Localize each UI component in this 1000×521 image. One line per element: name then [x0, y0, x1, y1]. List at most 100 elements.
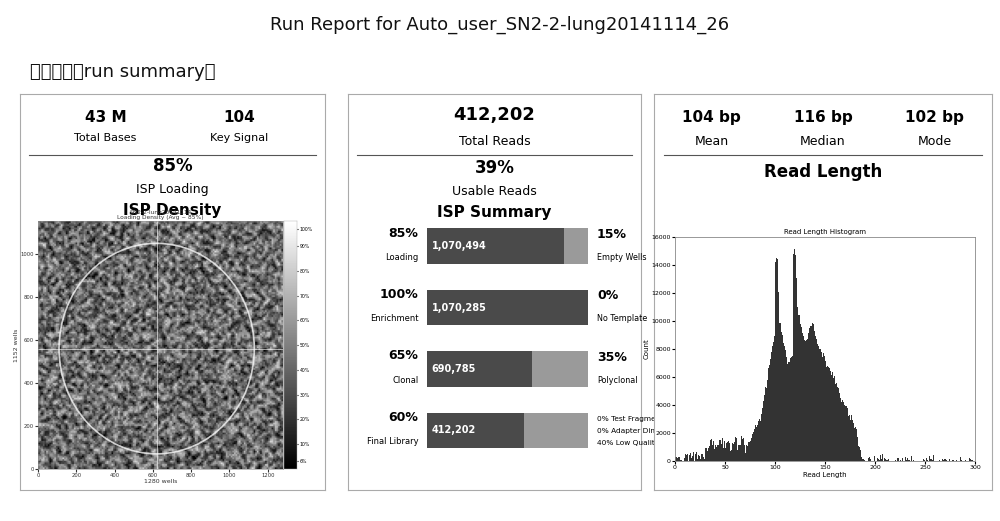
Bar	[949, 460, 950, 461]
Bar	[857, 437, 858, 461]
Bar	[888, 459, 889, 461]
Bar	[680, 460, 682, 461]
Bar	[834, 384, 836, 461]
Bar	[846, 406, 847, 461]
Bar	[690, 458, 692, 461]
Bar	[757, 425, 758, 461]
Bar	[837, 387, 838, 461]
Text: 40% Low Quality: 40% Low Quality	[597, 440, 659, 446]
Text: 0%: 0%	[597, 289, 618, 302]
Bar	[942, 458, 943, 461]
Text: ISP Density: ISP Density	[123, 203, 222, 218]
Bar	[842, 401, 843, 461]
Bar	[929, 456, 930, 461]
Bar	[782, 343, 784, 461]
Bar	[971, 460, 972, 461]
Bar	[686, 454, 688, 461]
Bar	[748, 442, 750, 461]
Bar	[828, 368, 830, 461]
Bar	[696, 458, 698, 461]
Bar	[906, 460, 907, 461]
Bar	[684, 454, 686, 461]
Bar	[855, 427, 856, 461]
Bar	[804, 341, 806, 461]
Bar	[808, 328, 810, 461]
Bar	[856, 429, 857, 461]
Bar	[427, 290, 588, 326]
Bar	[880, 455, 881, 461]
Bar	[944, 460, 945, 461]
Bar	[847, 408, 848, 461]
Bar	[960, 457, 961, 461]
Text: Usable Reads: Usable Reads	[452, 185, 537, 198]
Bar	[820, 352, 822, 461]
Text: Final Library: Final Library	[367, 437, 418, 446]
Text: Mode: Mode	[917, 135, 952, 148]
Bar	[840, 398, 841, 461]
Text: 39%: 39%	[475, 159, 514, 177]
Bar	[712, 441, 714, 461]
Bar	[790, 357, 792, 461]
Text: 运行概要（run summary）: 运行概要（run summary）	[30, 63, 216, 81]
Title: SN2-2-lung20141114
Loading Density (Avg ~ 85%): SN2-2-lung20141114 Loading Density (Avg …	[117, 209, 204, 220]
Bar	[897, 458, 898, 461]
Bar	[854, 428, 855, 461]
Bar	[738, 444, 740, 461]
Bar	[688, 455, 690, 461]
Bar	[427, 351, 532, 387]
Bar	[860, 450, 861, 461]
Bar	[722, 448, 724, 461]
Text: Loading: Loading	[385, 253, 418, 262]
Text: 43 M: 43 M	[85, 109, 126, 125]
Bar	[859, 447, 860, 461]
Bar	[806, 339, 808, 461]
Bar	[970, 459, 971, 461]
Bar	[716, 445, 718, 461]
Bar	[704, 448, 706, 461]
Text: 0% Adapter Dimer: 0% Adapter Dimer	[597, 428, 665, 434]
Bar	[830, 375, 832, 461]
Bar	[774, 263, 776, 461]
Bar	[826, 366, 828, 461]
Bar	[756, 427, 757, 461]
Bar	[885, 460, 886, 461]
Bar	[843, 402, 844, 461]
Bar	[755, 425, 756, 461]
Bar	[736, 450, 738, 461]
Bar	[869, 457, 870, 461]
Bar	[852, 420, 853, 461]
Bar	[822, 353, 824, 461]
Bar	[908, 460, 909, 461]
Bar	[907, 457, 908, 461]
Text: 65%: 65%	[388, 350, 418, 363]
Bar	[788, 362, 790, 461]
Bar	[767, 380, 768, 461]
Bar	[863, 459, 864, 461]
Bar	[764, 395, 765, 461]
Text: No Template: No Template	[597, 314, 647, 323]
Bar	[956, 460, 957, 461]
Bar	[778, 324, 780, 461]
Bar	[754, 429, 755, 461]
Bar	[931, 459, 932, 461]
Bar	[796, 307, 798, 461]
Text: 690,785: 690,785	[432, 364, 476, 374]
Text: Total Bases: Total Bases	[74, 133, 137, 143]
Bar	[905, 457, 906, 461]
Bar	[763, 402, 764, 461]
Bar	[762, 408, 763, 461]
Bar	[718, 440, 720, 461]
Bar	[853, 423, 854, 461]
Bar	[945, 460, 946, 461]
Bar	[766, 388, 767, 461]
Bar	[895, 460, 896, 461]
Bar	[564, 228, 588, 264]
Bar	[864, 460, 865, 461]
Bar	[786, 364, 788, 461]
Bar	[810, 326, 812, 461]
Text: 412,202: 412,202	[454, 106, 535, 123]
Bar	[776, 259, 778, 461]
Bar	[824, 361, 826, 461]
Bar	[700, 454, 702, 461]
Bar	[848, 416, 849, 461]
